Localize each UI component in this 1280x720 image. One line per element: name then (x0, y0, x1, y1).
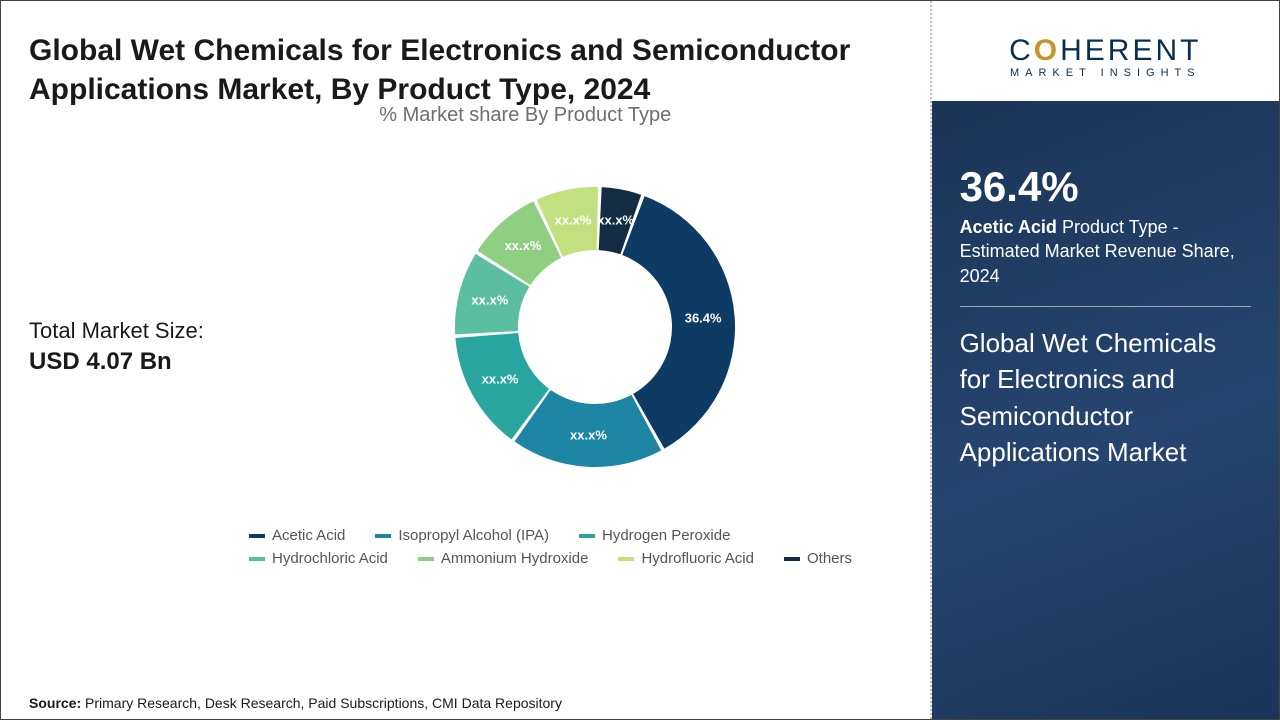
legend-label: Ammonium Hydroxide (441, 550, 589, 567)
donut-chart-container: 36.4% xx.x% xx.x% xx.x% xx.x% xx.x% xx.x% (289, 147, 902, 507)
legend-item: Hydrogen Peroxide (579, 527, 730, 544)
legend-item: Hydrofluoric Acid (618, 550, 754, 567)
source-label: Source: (29, 695, 81, 711)
highlight-product-name: Acetic Acid (960, 217, 1057, 237)
legend-swatch-icon (249, 534, 265, 538)
legend-swatch-icon (579, 534, 595, 538)
total-market-size: Total Market Size: USD 4.07 Bn (29, 278, 289, 376)
legend-label: Hydrofluoric Acid (641, 550, 754, 567)
main-panel: Global Wet Chemicals for Electronics and… (1, 1, 930, 719)
right-panel: COHERENT MARKET INSIGHTS 36.4% Acetic Ac… (930, 1, 1279, 719)
slice-label: xx.x% (482, 372, 519, 387)
legend-swatch-icon (618, 557, 634, 561)
legend-item: Others (784, 550, 852, 567)
logo-o-icon: O (1034, 34, 1060, 67)
legend-label: Acetic Acid (272, 527, 345, 544)
market-name: Global Wet Chemicals for Electronics and… (960, 325, 1251, 471)
logo-text-pre: C (1009, 34, 1034, 67)
slice-label: xx.x% (555, 213, 592, 228)
legend-item: Ammonium Hydroxide (418, 550, 589, 567)
legend-swatch-icon (784, 557, 800, 561)
highlight-percent: 36.4% (960, 163, 1251, 211)
total-market-size-label: Total Market Size: (29, 318, 289, 344)
source-text: Primary Research, Desk Research, Paid Su… (85, 695, 562, 711)
brand-logo: COHERENT MARKET INSIGHTS (932, 1, 1279, 101)
slice-label: xx.x% (598, 212, 635, 227)
divider (960, 306, 1251, 307)
legend-label: Hydrochloric Acid (272, 550, 388, 567)
logo-sub: MARKET INSIGHTS (1010, 67, 1201, 79)
highlight-description: Acetic Acid Product Type - Estimated Mar… (960, 215, 1251, 288)
legend-label: Isopropyl Alcohol (IPA) (398, 527, 549, 544)
legend-item: Acetic Acid (249, 527, 345, 544)
legend-swatch-icon (249, 557, 265, 561)
slice-label: xx.x% (505, 238, 542, 253)
highlight-panel: 36.4% Acetic Acid Product Type - Estimat… (932, 101, 1279, 719)
chart-row: Total Market Size: USD 4.07 Bn 36.4% xx.x… (29, 147, 902, 507)
total-market-size-value: USD 4.07 Bn (29, 348, 289, 376)
donut-chart: 36.4% xx.x% xx.x% xx.x% xx.x% xx.x% xx.x% (405, 147, 785, 507)
legend-swatch-icon (375, 534, 391, 538)
logo-main: COHERENT (1009, 34, 1201, 68)
slice-label: xx.x% (570, 427, 607, 442)
legend-item: Hydrochloric Acid (249, 550, 388, 567)
legend-swatch-icon (418, 557, 434, 561)
source-line: Source: Primary Research, Desk Research,… (29, 695, 562, 711)
legend-item: Isopropyl Alcohol (IPA) (375, 527, 549, 544)
logo-text-post: HERENT (1060, 34, 1201, 67)
slice-label: xx.x% (472, 292, 509, 307)
slice-label: 36.4% (685, 311, 722, 326)
chart-legend: Acetic Acid Isopropyl Alcohol (IPA) Hydrog… (249, 527, 889, 567)
legend-label: Others (807, 550, 852, 567)
page-title: Global Wet Chemicals for Electronics and… (29, 31, 902, 109)
legend-label: Hydrogen Peroxide (602, 527, 730, 544)
